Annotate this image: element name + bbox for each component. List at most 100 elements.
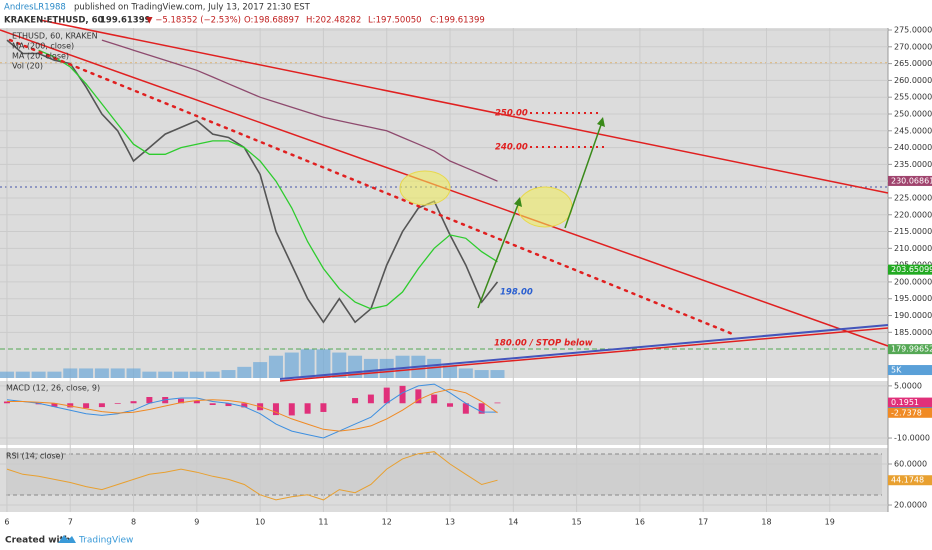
volume-bar bbox=[94, 368, 109, 378]
ohlc: L:197.50050 bbox=[368, 16, 422, 26]
volume-bar bbox=[205, 371, 220, 378]
volume-bar bbox=[268, 355, 283, 378]
last-price: 199.61399 bbox=[100, 16, 151, 26]
arrow-head bbox=[597, 117, 605, 127]
histogram-bar bbox=[98, 403, 105, 408]
price-tag bbox=[888, 397, 932, 408]
arrow bbox=[564, 121, 603, 229]
price-tag-label: 5K bbox=[891, 366, 902, 375]
y-tick-label: 190.00000 bbox=[894, 311, 932, 320]
support-line bbox=[279, 324, 889, 380]
histogram-bar bbox=[209, 403, 216, 405]
histogram-bar bbox=[272, 403, 279, 416]
volume-bar bbox=[427, 358, 442, 378]
histogram-bar bbox=[478, 403, 485, 414]
footer-brand[interactable]: TradingView bbox=[78, 536, 133, 546]
histogram-bar bbox=[462, 403, 469, 414]
published: published on TradingView.com, July 13, 2… bbox=[74, 3, 311, 13]
y-tick-label: 215.00000 bbox=[894, 227, 932, 236]
histogram-bar bbox=[146, 397, 153, 404]
y-tick-label: 255.00000 bbox=[894, 93, 932, 102]
volume-bar bbox=[158, 371, 173, 378]
volume-bar bbox=[395, 355, 410, 378]
ohlc: C:199.61399 bbox=[430, 16, 485, 26]
histogram-bar bbox=[494, 402, 501, 404]
annotation: 180.00 / STOP below bbox=[494, 339, 593, 349]
price-tag bbox=[888, 365, 932, 376]
volume-bar bbox=[300, 349, 315, 378]
x-tick-label: 17 bbox=[698, 518, 708, 527]
histogram-bar bbox=[447, 403, 454, 407]
annotation: 240.00 bbox=[495, 143, 528, 153]
x-tick-label: 7 bbox=[68, 518, 73, 527]
arrow-head bbox=[514, 197, 522, 207]
x-tick-label: 14 bbox=[508, 518, 518, 527]
volume-bar bbox=[443, 365, 458, 378]
histogram-bar bbox=[320, 403, 327, 412]
histogram-bar bbox=[288, 403, 295, 416]
volume-bar bbox=[15, 371, 30, 378]
volume-bar bbox=[110, 368, 125, 378]
macd-panel bbox=[0, 381, 888, 445]
y-tick-label: 245.00000 bbox=[894, 126, 932, 135]
histogram-bar bbox=[3, 401, 10, 404]
change: ▼ −5.18352 (−2.53%) bbox=[146, 16, 241, 26]
footer-bar bbox=[0, 530, 932, 550]
price-tag-label: 44.1748 bbox=[891, 476, 924, 485]
histogram-bar bbox=[193, 400, 200, 404]
volume-bar bbox=[284, 352, 299, 378]
x-tick-label: 10 bbox=[255, 518, 265, 527]
y-tick-label: 60.0000 bbox=[894, 460, 927, 469]
legend-entry: Vol (20) bbox=[12, 62, 43, 71]
y-tick-label: 275.00000 bbox=[894, 26, 932, 35]
volume-bar bbox=[142, 371, 157, 378]
volume-bar bbox=[189, 371, 204, 378]
volume-bar bbox=[47, 371, 62, 378]
histogram-bar bbox=[130, 401, 137, 404]
histogram-bar bbox=[241, 403, 248, 408]
legend-entry: MA (200, close) bbox=[12, 42, 74, 51]
price-line bbox=[6, 39, 499, 324]
x-tick-label: 13 bbox=[445, 518, 455, 527]
y-tick-label: 210.00000 bbox=[894, 244, 932, 253]
highlight bbox=[517, 186, 573, 228]
volume-bar bbox=[474, 370, 489, 378]
y-tick-label: 200.00000 bbox=[894, 277, 932, 286]
author[interactable]: AndresLR1988 bbox=[4, 3, 66, 13]
ohlc: H:202.48282 bbox=[306, 16, 361, 26]
y-tick-label: 5.0000 bbox=[894, 381, 922, 390]
y-tick-label: 240.00000 bbox=[894, 143, 932, 152]
signal-line bbox=[7, 388, 498, 432]
histogram-bar bbox=[415, 389, 422, 404]
volume-bar bbox=[458, 368, 473, 378]
support-line bbox=[279, 327, 889, 382]
drawings bbox=[0, 19, 889, 382]
annotation: 198.00 bbox=[500, 288, 533, 298]
logo bbox=[58, 535, 76, 543]
ma-line bbox=[101, 39, 498, 182]
price-tag bbox=[888, 344, 932, 355]
ohlc: O:198.68897 bbox=[244, 16, 299, 26]
main-panel bbox=[0, 28, 888, 378]
panel-title: RSI (14, close) bbox=[6, 452, 64, 461]
x-tick-label: 8 bbox=[131, 518, 136, 527]
y-tick-label: 265.00000 bbox=[894, 59, 932, 68]
price-tag-label: 179.99652 bbox=[891, 345, 932, 354]
y-tick-label: 20.0000 bbox=[894, 501, 927, 510]
histogram-bar bbox=[225, 403, 232, 407]
volume-bar bbox=[253, 362, 268, 378]
x-tick-label: 19 bbox=[825, 518, 835, 527]
symbol: KRAKEN:ETHUSD, 60 bbox=[4, 16, 104, 26]
histogram-bar bbox=[367, 394, 374, 404]
histogram-bar bbox=[114, 403, 121, 404]
volume-bar bbox=[316, 349, 331, 378]
y-tick-label: 260.00000 bbox=[894, 76, 932, 85]
volume-bar bbox=[79, 368, 94, 378]
rsi-band bbox=[6, 454, 882, 495]
y-tick-label: -10.0000 bbox=[894, 434, 930, 443]
panel-title: MACD (12, 26, close, 9) bbox=[6, 384, 100, 393]
rsi-line bbox=[6, 451, 498, 501]
highlight bbox=[399, 170, 451, 206]
arrow bbox=[477, 201, 520, 309]
